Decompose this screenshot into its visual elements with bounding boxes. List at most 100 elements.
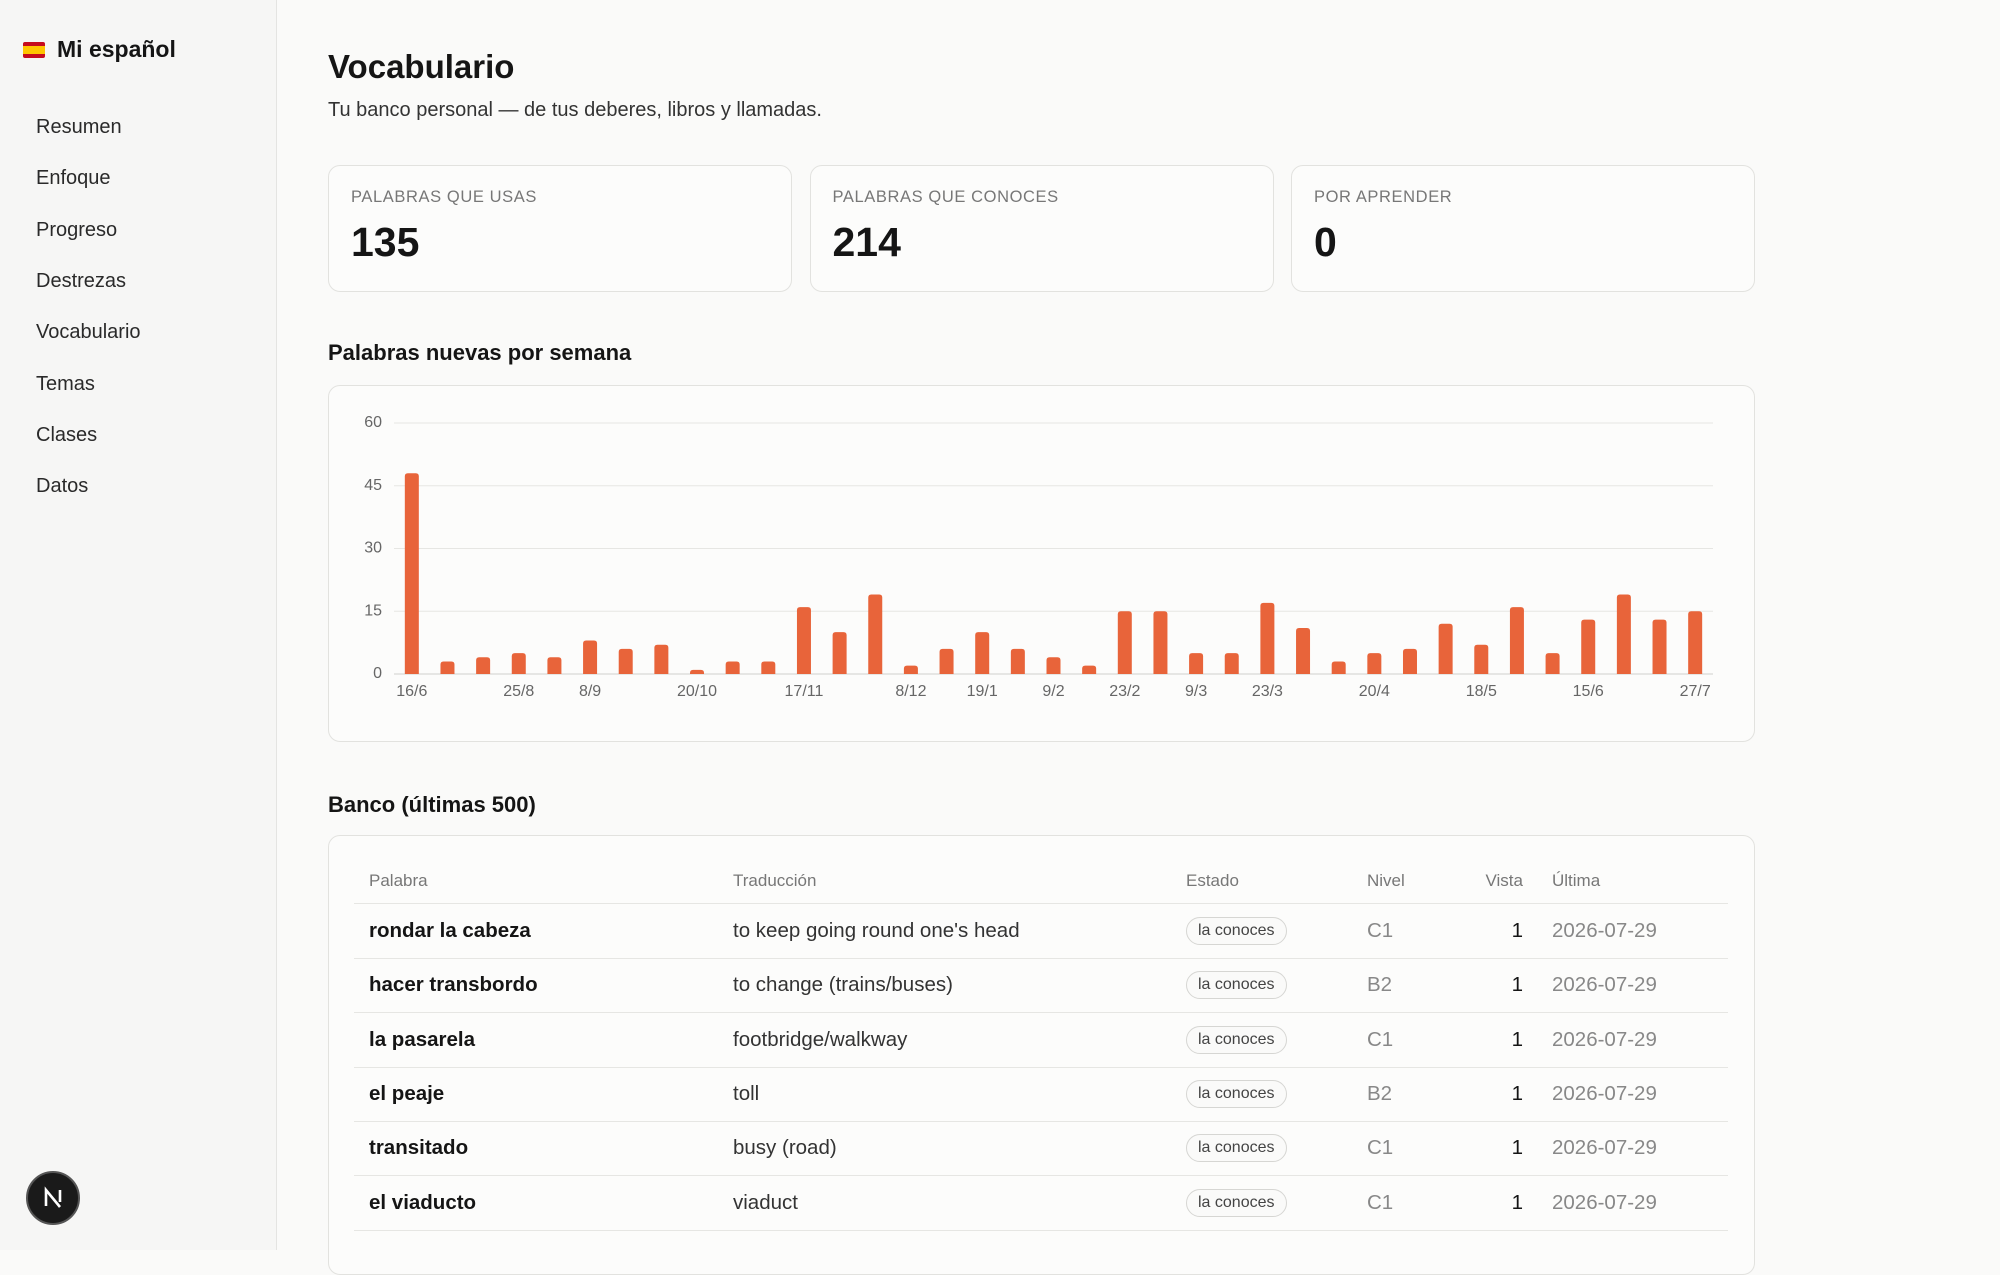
x-tick-label: 16/6 — [396, 683, 427, 700]
nav-item[interactable]: Clases — [36, 423, 98, 446]
nav-item[interactable]: Destrezas — [36, 269, 127, 292]
cell-word: el viaducto — [369, 1190, 477, 1214]
y-tick-label: 15 — [364, 602, 382, 619]
x-tick-label: 19/1 — [967, 683, 998, 700]
cell-word: hacer transbordo — [369, 973, 538, 997]
cell-word: el peaje — [369, 1081, 445, 1105]
nav-item[interactable]: Vocabulario — [36, 321, 141, 344]
bar — [761, 661, 776, 674]
x-tick-label: 8/12 — [895, 683, 926, 700]
bar — [868, 594, 883, 674]
nav-item[interactable]: Resumen — [36, 116, 122, 138]
stat-label: POR APRENDER — [1314, 188, 1453, 206]
bar — [1046, 657, 1061, 674]
bar — [1010, 648, 1025, 674]
bar — [903, 665, 918, 674]
cell-translation: to change (trains/buses) — [733, 973, 953, 997]
column-header: Traducción — [733, 871, 817, 890]
bar — [1616, 594, 1631, 674]
y-tick-label: 45 — [364, 477, 382, 494]
bar — [832, 632, 847, 674]
bar — [511, 653, 526, 674]
bar — [725, 661, 740, 674]
x-tick-label: 27/7 — [1680, 683, 1711, 700]
cell-translation: viaduct — [733, 1190, 798, 1214]
x-tick-label: 8/9 — [579, 683, 601, 700]
cell-count: 1 — [1511, 919, 1523, 942]
cell-date: 2026-07-29 — [1552, 1136, 1657, 1160]
row-divider — [354, 958, 1728, 959]
status-badge: la conoces — [1186, 1134, 1287, 1163]
chart: 0 15 30 45 60 16/6 25/8 8/9 20/10 17/11 8/12 19/1 9/… — [364, 414, 1713, 700]
cell-count: 1 — [1511, 1136, 1523, 1160]
cell-level: B2 — [1367, 973, 1393, 997]
column-header: Nivel — [1367, 871, 1405, 890]
cell-date: 2026-07-29 — [1552, 1027, 1657, 1051]
stat-value: 135 — [351, 219, 420, 265]
cell-translation: toll — [733, 1081, 760, 1105]
chart-title: Palabras nuevas por semana — [328, 340, 632, 365]
bar — [618, 648, 633, 674]
bar — [1581, 619, 1596, 674]
page-title: Vocabulario — [328, 48, 515, 85]
stat-label: PALABRAS QUE USAS — [351, 188, 537, 206]
stat-card — [1291, 165, 1755, 292]
bar — [1688, 611, 1703, 674]
flag-icon — [23, 42, 45, 58]
row-divider — [354, 1012, 1728, 1014]
cell-word: transitado — [369, 1136, 469, 1160]
bar — [1402, 648, 1417, 674]
bar — [583, 640, 598, 674]
column-header: Última — [1552, 871, 1601, 890]
x-tick-label: 20/10 — [677, 683, 717, 700]
cell-date: 2026-07-29 — [1552, 1081, 1657, 1105]
nav-item[interactable]: Progreso — [36, 218, 118, 241]
cell-date: 2026-07-29 — [1552, 973, 1657, 997]
bar — [1509, 607, 1524, 674]
cell-level: C1 — [1367, 1027, 1394, 1051]
cell-level: C1 — [1367, 1190, 1394, 1214]
column-header: Palabra — [369, 871, 428, 890]
bar — [440, 661, 455, 674]
bar — [796, 607, 811, 674]
cell-count: 1 — [1511, 1190, 1523, 1214]
status-badge: la conoces — [1186, 1079, 1287, 1108]
cell-word: la pasarela — [369, 1027, 475, 1051]
bar — [1296, 627, 1311, 674]
x-tick-label: 15/6 — [1573, 683, 1604, 700]
bar — [690, 669, 705, 674]
x-tick-label: 18/5 — [1466, 683, 1497, 700]
x-tick-label: 9/2 — [1042, 683, 1064, 700]
nav-item[interactable]: Datos — [36, 475, 89, 498]
cell-count: 1 — [1511, 1027, 1523, 1051]
cell-level: C1 — [1367, 1136, 1394, 1160]
nav-item[interactable]: Temas — [36, 372, 95, 395]
page-subtitle: Tu banco personal — de tus deberes, libr… — [328, 99, 822, 121]
bar — [476, 657, 491, 674]
bar — [1260, 602, 1275, 674]
bar — [1117, 611, 1132, 674]
bar — [1438, 623, 1453, 674]
bar — [975, 632, 990, 674]
column-header: Estado — [1186, 871, 1239, 890]
y-tick-label: 30 — [364, 540, 382, 557]
dev-badge[interactable] — [26, 1171, 80, 1225]
cell-translation: footbridge/walkway — [733, 1027, 908, 1051]
nav-item[interactable]: Enfoque — [36, 167, 111, 190]
y-tick-label: 60 — [364, 414, 382, 431]
stat-label: PALABRAS QUE CONOCES — [832, 188, 1059, 206]
bar — [1652, 619, 1667, 674]
cell-date: 2026-07-29 — [1552, 919, 1657, 942]
table-title: Banco (últimas 500) — [328, 792, 536, 817]
stat-card — [328, 165, 792, 292]
row-divider — [354, 1229, 1728, 1231]
row-divider — [354, 903, 1728, 904]
x-tick-label: 9/3 — [1185, 683, 1207, 700]
table-card — [328, 835, 1755, 1275]
cell-translation: to keep going round one's head — [733, 919, 1020, 942]
cell-level: B2 — [1367, 1081, 1393, 1105]
brand: Mi español — [57, 36, 176, 62]
stat-value: 214 — [832, 219, 901, 265]
row-divider — [354, 1175, 1728, 1177]
